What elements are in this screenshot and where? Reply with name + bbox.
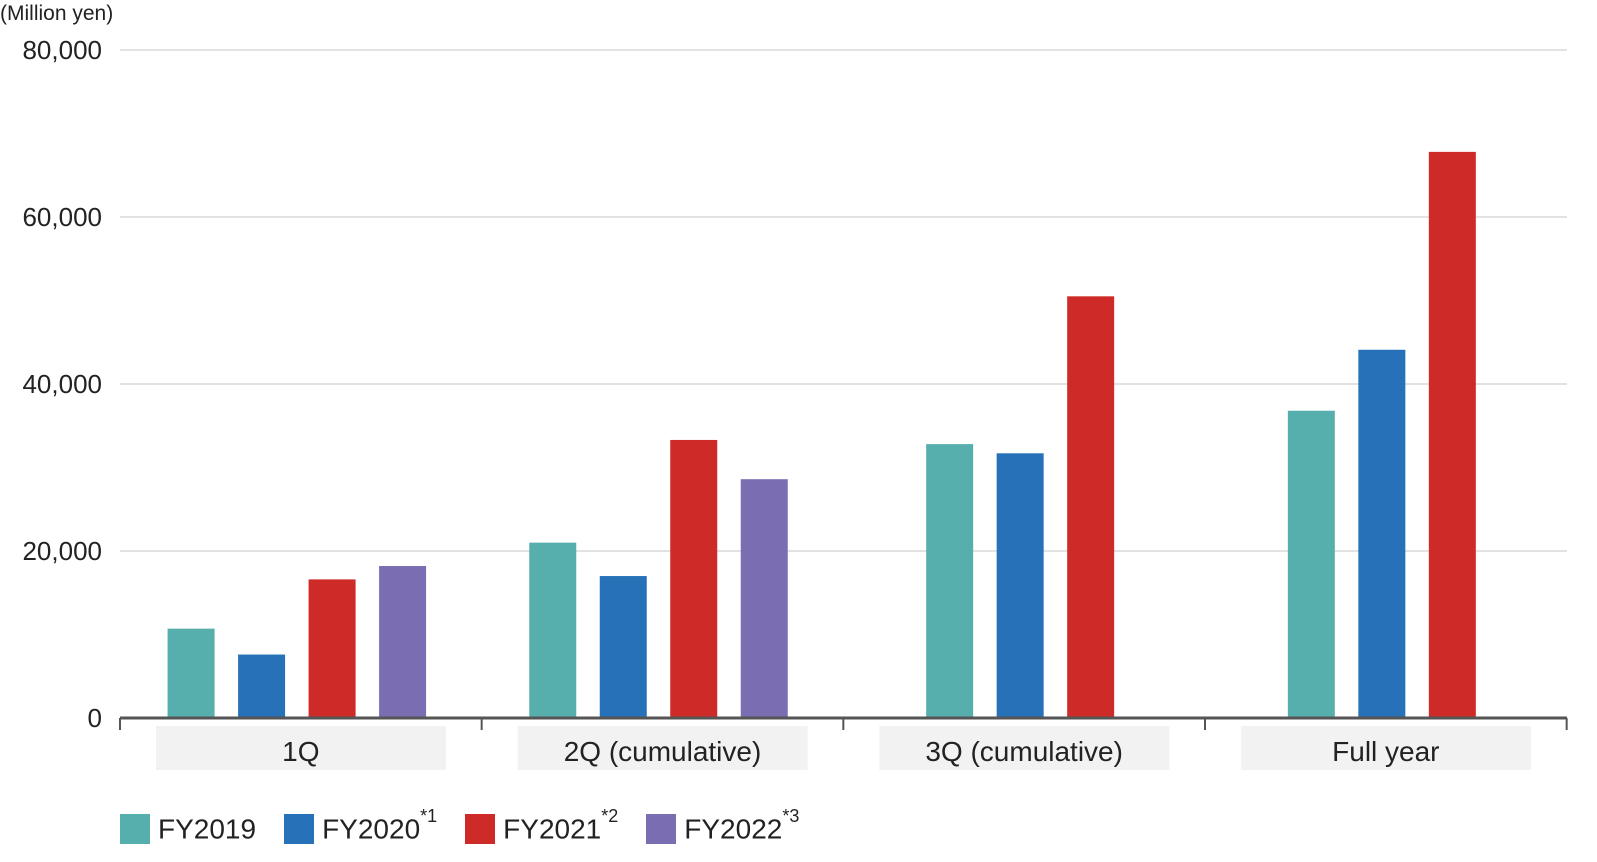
legend-swatch-fy2022 bbox=[646, 813, 677, 844]
bar-fy2019-2 bbox=[529, 542, 577, 718]
category-label: 3Q (cumulative) bbox=[925, 736, 1123, 767]
bar-fy2021-2 bbox=[670, 439, 718, 718]
category-label-panel bbox=[1241, 726, 1531, 770]
bar-fy2019-1 bbox=[167, 628, 215, 718]
bar-fy2020-4 bbox=[1358, 349, 1406, 718]
legend-label-fy2022: FY2022*3 bbox=[684, 806, 800, 845]
chart-legend: FY2019 FY2020*1 FY2021*2 FY2022*3 bbox=[120, 806, 827, 845]
y-axis-unit-label: (Million yen) bbox=[0, 2, 114, 25]
legend-label-fy2021: FY2021*2 bbox=[503, 806, 619, 845]
legend-item-fy2020: FY2020*1 bbox=[284, 806, 438, 845]
bar-fy2019-4 bbox=[1287, 410, 1335, 718]
bar-fy2020-2 bbox=[599, 576, 647, 718]
legend-swatch-fy2020 bbox=[284, 813, 315, 844]
bar-fy2021-3 bbox=[1067, 296, 1115, 718]
y-tick-label: 40,000 bbox=[22, 369, 102, 399]
bar-fy2019-3 bbox=[926, 444, 974, 718]
y-tick-label: 60,000 bbox=[22, 202, 102, 232]
bar-fy2021-1 bbox=[308, 579, 356, 718]
category-label-panel bbox=[517, 726, 808, 770]
y-tick-label: 20,000 bbox=[22, 536, 102, 566]
legend-label-fy2020: FY2020*1 bbox=[322, 806, 438, 845]
category-label: Full year bbox=[1332, 736, 1439, 767]
legend-item-fy2021: FY2021*2 bbox=[465, 806, 619, 845]
bar-fy2022-1 bbox=[379, 566, 427, 718]
category-label: 1Q bbox=[282, 736, 319, 767]
category-label-panel bbox=[156, 726, 446, 770]
y-tick-label: 80,000 bbox=[22, 35, 102, 65]
legend-swatch-fy2021 bbox=[465, 813, 496, 844]
legend-swatch-fy2019 bbox=[120, 813, 150, 844]
legend-item-fy2022: FY2022*3 bbox=[646, 806, 800, 845]
bar-chart: 0 20,000 40,000 60,000 80,000 1Q 2Q (cumulativ… bbox=[22, 35, 1568, 770]
y-tick-label: 0 bbox=[88, 703, 102, 733]
category-label-panel bbox=[879, 726, 1170, 770]
bar-fy2020-3 bbox=[996, 453, 1044, 718]
legend-label-fy2019: FY2019 bbox=[158, 813, 257, 845]
bar-fy2020-1 bbox=[238, 654, 286, 718]
bar-fy2021-4 bbox=[1428, 151, 1476, 718]
category-label: 2Q (cumulative) bbox=[564, 736, 762, 767]
legend-item-fy2019: FY2019 bbox=[120, 812, 256, 845]
bar-fy2022-2 bbox=[740, 479, 788, 718]
